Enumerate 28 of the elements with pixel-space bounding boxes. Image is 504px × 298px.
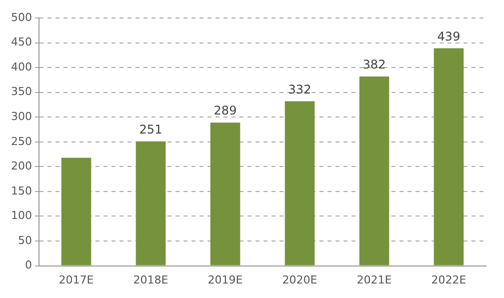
x-tick-label: 2018E	[133, 273, 168, 286]
y-tick-label: 500	[10, 10, 32, 24]
y-tick-label: 100	[10, 209, 32, 222]
bar	[210, 122, 240, 266]
data-label: 332	[288, 82, 312, 96]
y-tick-label: 300	[10, 110, 32, 123]
bar	[434, 48, 464, 266]
x-tick-label: 2022E	[431, 273, 466, 286]
bar	[359, 76, 390, 266]
y-tick-label: 0	[24, 258, 32, 272]
y-tick-label: 200	[10, 160, 32, 173]
x-tick-label: 2021E	[356, 273, 392, 286]
data-label: 289	[214, 104, 237, 118]
y-tick-label: 250	[10, 134, 32, 148]
x-tick-label: 2019E	[208, 273, 243, 286]
x-tick-label: 2017E	[58, 273, 94, 286]
x-tick-label: 2020E	[282, 273, 318, 286]
y-tick-label: 400	[10, 60, 32, 74]
bar	[61, 158, 92, 266]
bar	[136, 141, 166, 266]
y-tick-label: 50	[18, 234, 32, 247]
data-label: 251	[139, 122, 162, 137]
bar	[284, 101, 315, 266]
data-label: 439	[437, 29, 460, 44]
data-label: 382	[362, 58, 386, 72]
y-tick-label: 350	[10, 85, 32, 98]
y-tick-label: 150	[10, 184, 32, 198]
y-tick-label: 450	[10, 36, 32, 49]
